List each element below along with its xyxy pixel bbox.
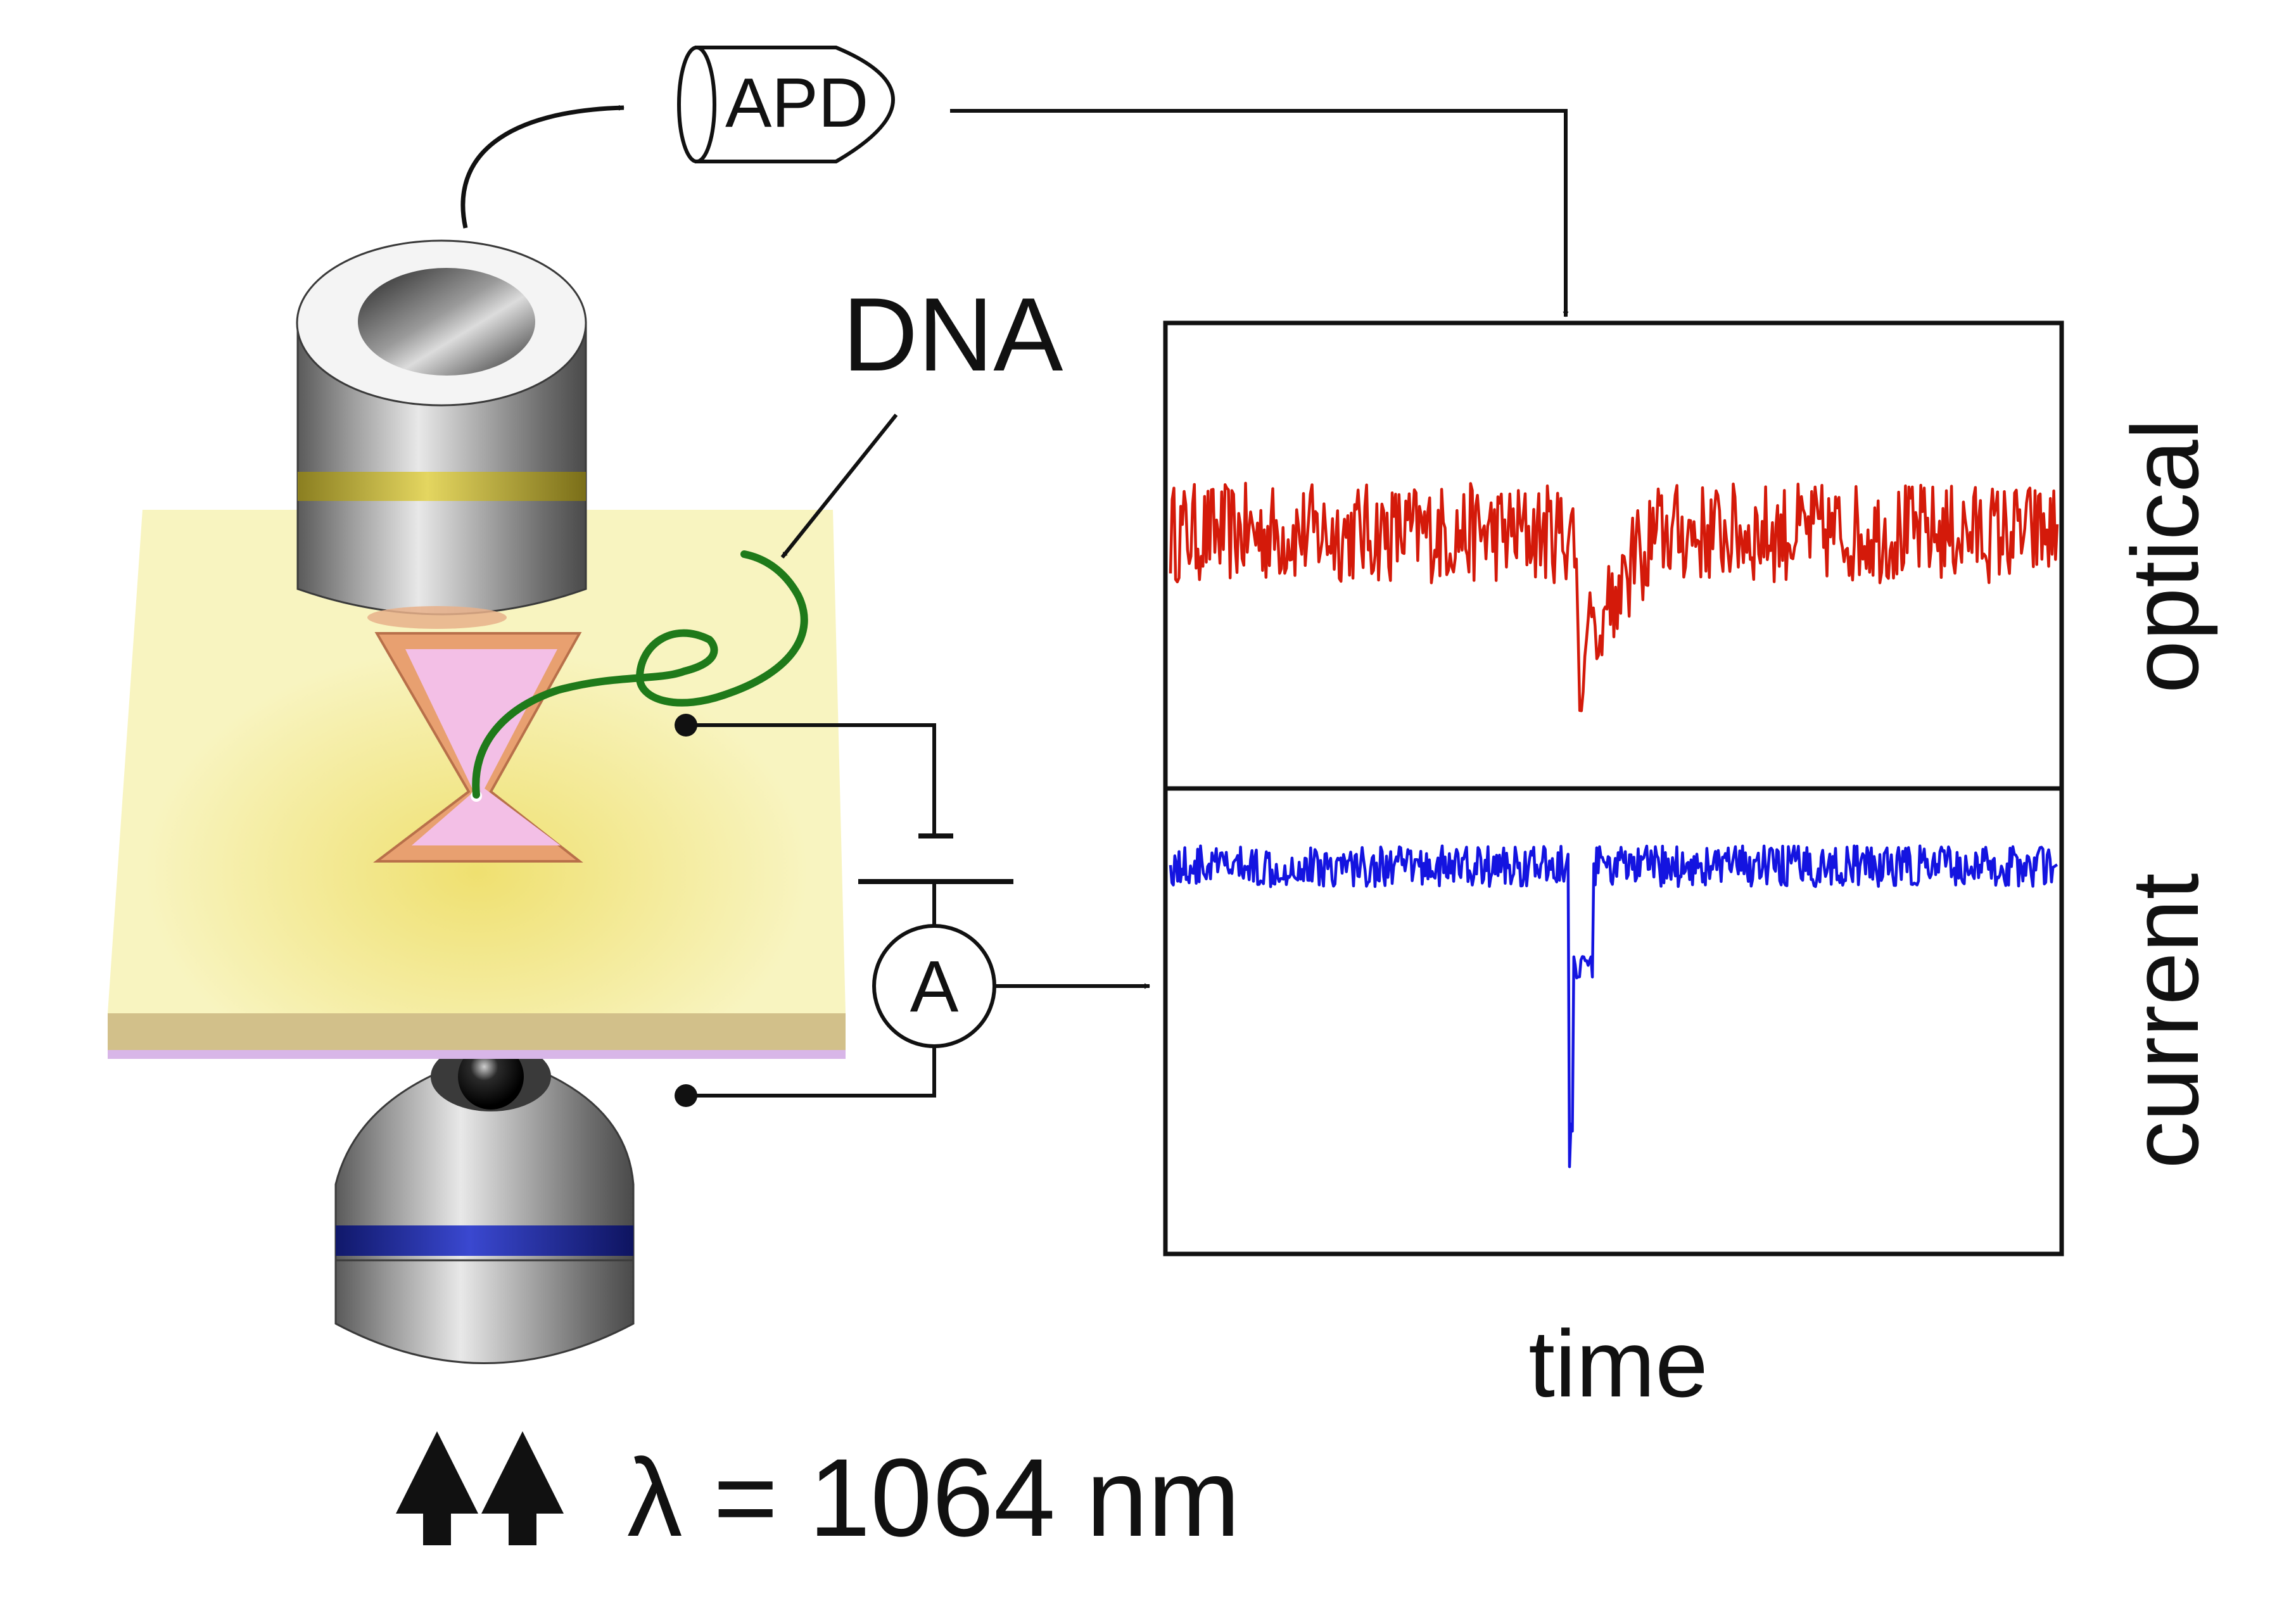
dna-label: DNA xyxy=(842,276,1063,393)
top-objective-band xyxy=(298,472,586,501)
immersion-lens-icon xyxy=(458,1044,524,1110)
apd-to-optical-wire xyxy=(950,109,1569,317)
current-trace xyxy=(1169,844,2058,1168)
wavelength-label: λ = 1064 nm xyxy=(627,1436,1240,1560)
dna-strand xyxy=(472,550,808,799)
current-panel xyxy=(1163,786,2064,1256)
laser-arrows xyxy=(396,1431,564,1545)
optical-panel xyxy=(1163,320,2064,791)
objective-to-apd-arrow xyxy=(460,104,625,229)
electrical-circuit: A xyxy=(675,714,1150,1107)
laser-arrow-1-icon xyxy=(396,1431,478,1545)
bottom-objective-band xyxy=(336,1225,633,1256)
top-objective-lens-icon xyxy=(358,268,535,376)
bottom-objective xyxy=(334,1042,635,1364)
time-label: time xyxy=(1528,1310,1708,1417)
dna-arrow xyxy=(780,414,898,559)
apd-detector: APD xyxy=(677,46,895,163)
top-objective xyxy=(296,239,587,629)
apd-label: APD xyxy=(725,64,868,142)
membrane-side xyxy=(108,1013,846,1054)
ammeter-label: A xyxy=(910,946,959,1027)
optical-trace xyxy=(1169,481,2059,712)
laser-arrow-2-icon xyxy=(481,1431,564,1545)
optical-label: optical xyxy=(2112,419,2218,693)
current-label: current xyxy=(2112,873,2218,1169)
